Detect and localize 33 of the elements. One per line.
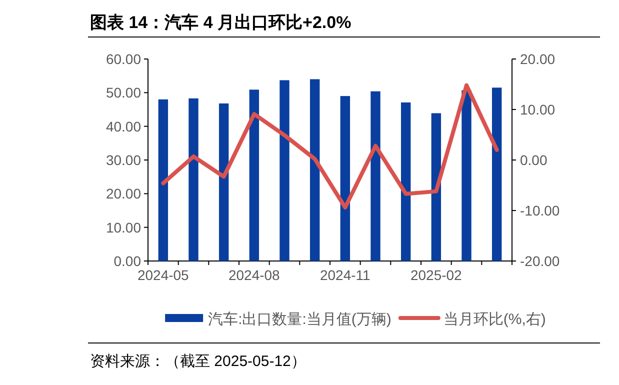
y2-tick-label: 20.00 — [520, 51, 556, 67]
bar — [340, 96, 350, 261]
y2-tick-label: -10.00 — [520, 202, 560, 218]
y-tick-label: 60.00 — [106, 51, 142, 67]
bar — [310, 79, 320, 261]
y2-tick-label: -20.00 — [520, 253, 560, 269]
x-tick-label: 2024-05 — [137, 267, 190, 283]
bar — [249, 90, 260, 261]
y-tick-label: 30.00 — [106, 152, 142, 168]
bar — [188, 98, 198, 261]
legend-label: 当月环比(%,右) — [443, 311, 546, 328]
bar — [370, 91, 380, 261]
y2-tick-label: 0.00 — [520, 152, 548, 168]
y-tick-label: 20.00 — [106, 186, 142, 202]
x-tick-label: 2024-08 — [228, 267, 280, 283]
bar — [400, 102, 411, 261]
bar — [492, 88, 502, 261]
legend-label: 汽车:出口数量:当月值(万辆) — [208, 311, 392, 328]
x-tick-label: 2024-11 — [320, 267, 371, 283]
x-tick-label: 2025-02 — [410, 267, 462, 283]
bar — [280, 80, 290, 261]
y-tick-label: 10.00 — [106, 219, 142, 236]
bar — [462, 90, 472, 261]
text: 资料来源：（截至 2025-05-12） — [90, 353, 306, 370]
y-tick-label: 40.00 — [106, 118, 142, 134]
y-tick-label: 50.00 — [106, 84, 142, 101]
chart-title: 图表 14：汽车 4 月出口环比+2.0% — [90, 13, 352, 32]
bar — [431, 113, 442, 261]
bar — [158, 99, 168, 261]
y2-tick-label: 10.00 — [520, 102, 556, 118]
y-tick-label: 0.00 — [114, 253, 142, 269]
bar — [218, 103, 229, 261]
line-series — [161, 83, 499, 210]
